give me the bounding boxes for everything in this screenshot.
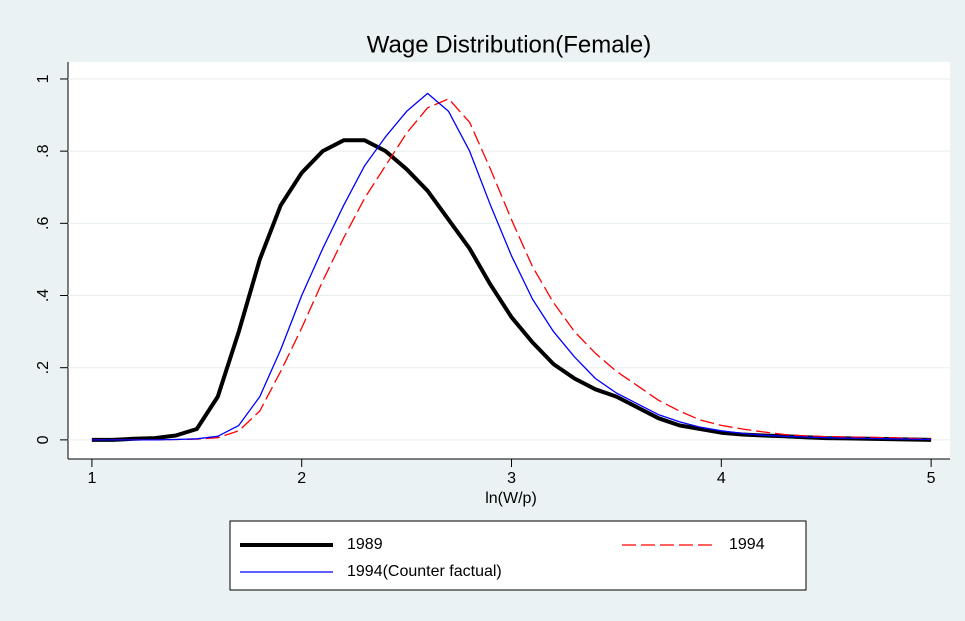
y-tick-label: 0 bbox=[35, 435, 52, 444]
legend-box bbox=[229, 520, 807, 591]
x-tick-label: 3 bbox=[507, 470, 516, 487]
series-line bbox=[91, 92, 932, 441]
y-tick-label: 1 bbox=[35, 74, 52, 83]
y-tick-label: .2 bbox=[35, 361, 52, 374]
x-axis-label: ln(W/p) bbox=[485, 490, 537, 507]
legend-label: 1994 bbox=[729, 536, 765, 553]
y-tick-label: .8 bbox=[35, 144, 52, 157]
x-tick-label: 4 bbox=[717, 470, 726, 487]
legend-label: 1989 bbox=[347, 536, 383, 553]
chart-title: Wage Distribution(Female) bbox=[367, 31, 652, 58]
plot-area bbox=[68, 62, 950, 459]
x-tick-label: 1 bbox=[87, 470, 96, 487]
x-tick-label: 2 bbox=[297, 470, 306, 487]
x-tick-label: 5 bbox=[927, 470, 936, 487]
y-tick-label: .6 bbox=[35, 217, 52, 230]
series-line bbox=[91, 98, 932, 441]
legend-label: 1994(Counter factual) bbox=[347, 563, 502, 580]
y-tick-label: .4 bbox=[35, 289, 52, 302]
